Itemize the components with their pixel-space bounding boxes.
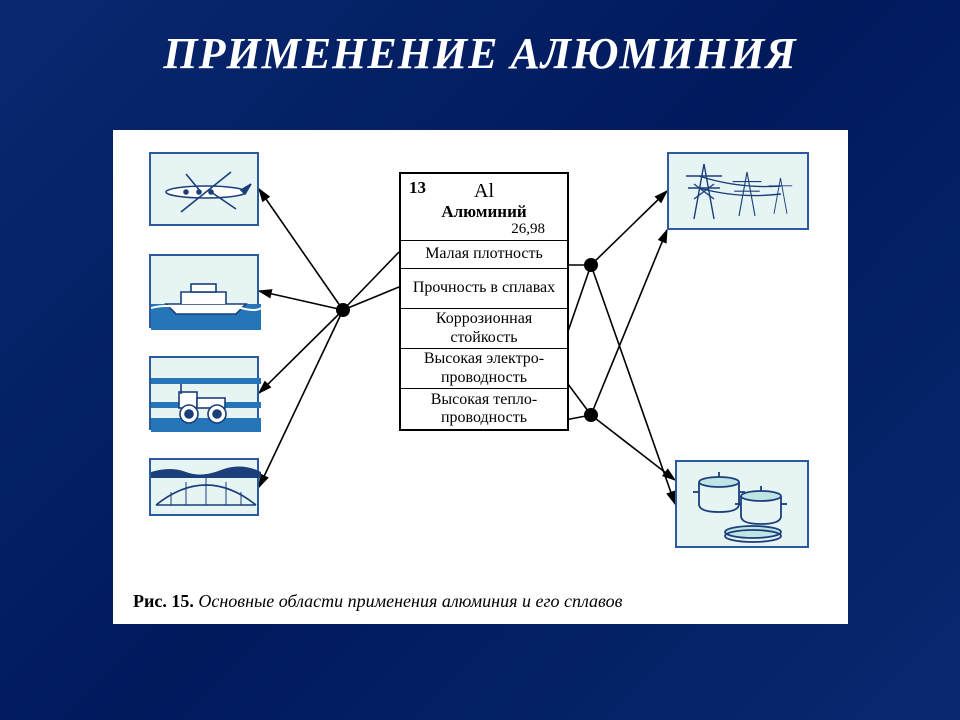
atomic-mass: 26,98 bbox=[511, 221, 545, 238]
properties-list: Малая плотностьПрочность в сплавахКорроз… bbox=[401, 241, 567, 429]
property-cell: Прочность в сплавах bbox=[401, 269, 567, 309]
slide: ПРИМЕНЕНИЕ АЛЮМИНИЯ 13 Al Алюминий 26,98… bbox=[0, 0, 960, 720]
element-table: 13 Al Алюминий 26,98 Малая плотностьПроч… bbox=[399, 172, 569, 431]
caption-text: Основные области применения алюминия и е… bbox=[194, 591, 623, 611]
property-cell: Малая плотность bbox=[401, 241, 567, 269]
diagram-panel: 13 Al Алюминий 26,98 Малая плотностьПроч… bbox=[113, 130, 848, 624]
property-cell: Высокая тепло-проводность bbox=[401, 389, 567, 429]
slide-title: ПРИМЕНЕНИЕ АЛЮМИНИЯ bbox=[0, 28, 960, 79]
figure-caption: Рис. 15. Основные области применения алю… bbox=[133, 591, 622, 612]
element-name: Алюминий bbox=[401, 202, 567, 222]
element-header: 13 Al Алюминий 26,98 bbox=[401, 174, 567, 241]
bridge-icon bbox=[149, 458, 259, 516]
hub-node bbox=[584, 258, 598, 272]
hub-node bbox=[336, 303, 350, 317]
hub-node bbox=[584, 408, 598, 422]
property-cell: Коррозионная стойкость bbox=[401, 309, 567, 349]
ship-icon bbox=[149, 254, 259, 328]
truck-icon bbox=[149, 356, 259, 430]
element-symbol: Al bbox=[401, 180, 567, 203]
cookware-icon bbox=[675, 460, 809, 548]
caption-prefix: Рис. 15. bbox=[133, 591, 194, 611]
powerlines-icon bbox=[667, 152, 809, 230]
property-cell: Высокая электро-проводность bbox=[401, 349, 567, 389]
airplane-icon bbox=[149, 152, 259, 226]
